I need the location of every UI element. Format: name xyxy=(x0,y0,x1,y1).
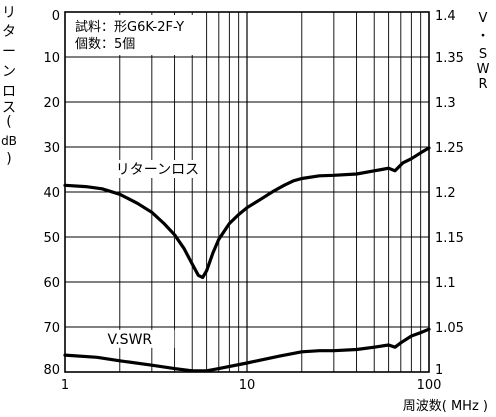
y-right-axis-label-char: R xyxy=(478,77,487,92)
y-left-axis-label-char: ) xyxy=(6,151,11,167)
y-left-axis-label-char: ロ xyxy=(2,84,16,100)
y-right-axis-label-char: S xyxy=(479,47,487,62)
y-left-tick-label: 20 xyxy=(43,96,60,111)
y-left-tick-label: 70 xyxy=(43,321,60,336)
y-left-axis-label-char: タ xyxy=(2,24,16,40)
y-left-axis-label-char: ン xyxy=(2,64,16,80)
legend-box-sample: 試料：形G6K-2F-Y xyxy=(75,19,184,35)
y-right-tick-label: 1.3 xyxy=(435,96,456,111)
grid-layer xyxy=(65,12,429,372)
y-right-tick-label: 1.35 xyxy=(435,51,464,66)
y-left-tick-label: 30 xyxy=(43,141,60,156)
y-left-axis-label-char: ( xyxy=(6,114,11,130)
y-left-axis-label-char: リ xyxy=(2,5,16,21)
y-right-tick-label: 1.1 xyxy=(435,276,456,291)
y-left-tick-label: 0 xyxy=(52,9,60,24)
y-right-tick-label: 1 xyxy=(435,363,443,378)
y-right-tick-label: 1.4 xyxy=(435,9,456,24)
y-right-tick-label: 1.2 xyxy=(435,186,456,201)
legend-box-count: 個数：5個 xyxy=(75,37,135,52)
y-left-tick-label: 80 xyxy=(43,363,60,378)
series-label: V.SWR xyxy=(107,332,152,348)
y-left-axis-label-char: ー xyxy=(2,44,16,60)
y-left-tick-label: 10 xyxy=(43,51,60,66)
y-right-tick-label: 1.15 xyxy=(435,231,464,246)
y-right-axis-label-char: W xyxy=(477,62,490,77)
y-right-axis-label-char: ・ xyxy=(476,29,489,44)
x-tick-label: 10 xyxy=(239,378,256,393)
x-axis-label: 周波数( MHz ) xyxy=(403,399,488,414)
y-left-axis-label-char: dB xyxy=(1,134,17,148)
series-label: リターンロス xyxy=(116,162,199,178)
x-tick-label: 100 xyxy=(417,378,442,393)
y-right-tick-label: 1.25 xyxy=(435,141,464,156)
y-left-tick-label: 40 xyxy=(43,186,60,201)
y-left-tick-label: 50 xyxy=(43,231,60,246)
y-right-tick-label: 1.05 xyxy=(435,321,464,336)
y-right-axis-label-char: V xyxy=(479,11,488,26)
x-tick-label: 1 xyxy=(61,378,69,393)
y-left-tick-label: 60 xyxy=(43,276,60,291)
